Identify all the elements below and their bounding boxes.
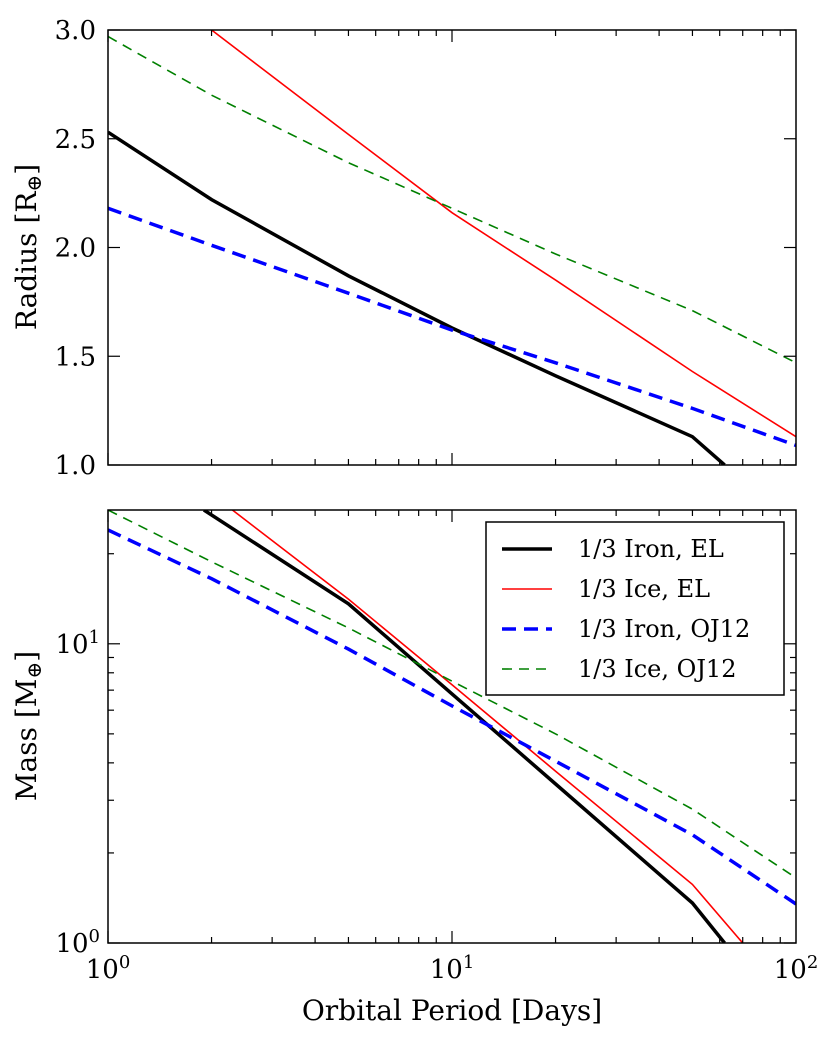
legend-label-ice-el: 1/3 Ice, EL <box>578 575 710 603</box>
top-ticks <box>107 29 796 466</box>
bottom-y-tick-label: 101 <box>55 626 100 660</box>
bottom-y-tick-label-exponent: 1 <box>89 626 100 647</box>
top-y-tick-label: 3.0 <box>55 16 96 46</box>
top-y-tick-labels: 1.0 1.5 2.0 2.5 3.0 <box>55 16 96 481</box>
x-tick-label-exponent: 2 <box>807 952 818 973</box>
bottom-series-lines <box>108 510 796 943</box>
top-series-lines <box>108 30 796 465</box>
top-y-tick-label: 2.0 <box>55 234 96 264</box>
bottom-plot-frame <box>107 509 797 944</box>
x-tick-labels: 100 101 102 <box>86 952 819 986</box>
legend-label-iron-el: 1/3 Iron, EL <box>578 535 724 563</box>
top-panel: 1.0 1.5 2.0 2.5 3.0 Radius [R⊕] <box>10 16 797 481</box>
x-tick-label-base: 10 <box>774 955 807 985</box>
x-tick-label: 100 <box>86 952 131 986</box>
bottom-y-tick-label-exponent: 0 <box>89 926 100 947</box>
legend-frame <box>485 521 785 696</box>
top-y-tick-label: 1.5 <box>55 342 96 372</box>
bottom-y-axis-label-text: Mass [M <box>10 679 43 802</box>
bottom-y-axis-label-sub: ⊕ <box>22 662 46 679</box>
bottom-y-tick-label: 100 <box>55 926 100 960</box>
top-y-tick-label: 2.5 <box>55 125 96 155</box>
bottom-y-axis-label-close: ] <box>10 651 43 662</box>
x-tick-label-base: 10 <box>86 955 119 985</box>
legend-label-ice-oj12: 1/3 Ice, OJ12 <box>578 655 736 683</box>
bottom-line-iron-oj12 <box>108 528 796 906</box>
bottom-y-tick-label-base: 10 <box>55 630 88 660</box>
x-axis-label: Orbital Period [Days] <box>302 994 602 1027</box>
top-plot-frame <box>107 29 797 466</box>
top-line-iron-el <box>108 130 726 465</box>
bottom-y-tick-label-base: 10 <box>55 929 88 959</box>
top-y-axis-label: Radius [R⊕] <box>10 164 46 330</box>
top-line-ice-oj12 <box>108 35 796 364</box>
top-y-axis-label-close: ] <box>10 164 43 175</box>
top-y-tick-label: 1.0 <box>55 451 96 481</box>
bottom-line-ice-el <box>231 510 744 943</box>
legend: 1/3 Iron, EL 1/3 Ice, EL 1/3 Iron, OJ12 1/3… <box>485 521 785 696</box>
x-tick-label-exponent: 0 <box>119 952 130 973</box>
bottom-line-iron-el <box>202 510 726 943</box>
top-y-axis-label-sub: ⊕ <box>22 175 46 192</box>
top-y-axis-label-text: Radius [R <box>10 191 43 331</box>
top-line-iron-oj12 <box>108 206 796 448</box>
x-tick-label-exponent: 1 <box>463 952 474 973</box>
legend-label-iron-oj12: 1/3 Iron, OJ12 <box>578 615 750 643</box>
x-tick-label: 101 <box>430 952 475 986</box>
x-tick-label: 102 <box>774 952 819 986</box>
bottom-y-axis-label: Mass [M⊕] <box>10 651 46 801</box>
x-tick-label-base: 10 <box>430 955 463 985</box>
top-line-ice-el <box>211 30 796 438</box>
